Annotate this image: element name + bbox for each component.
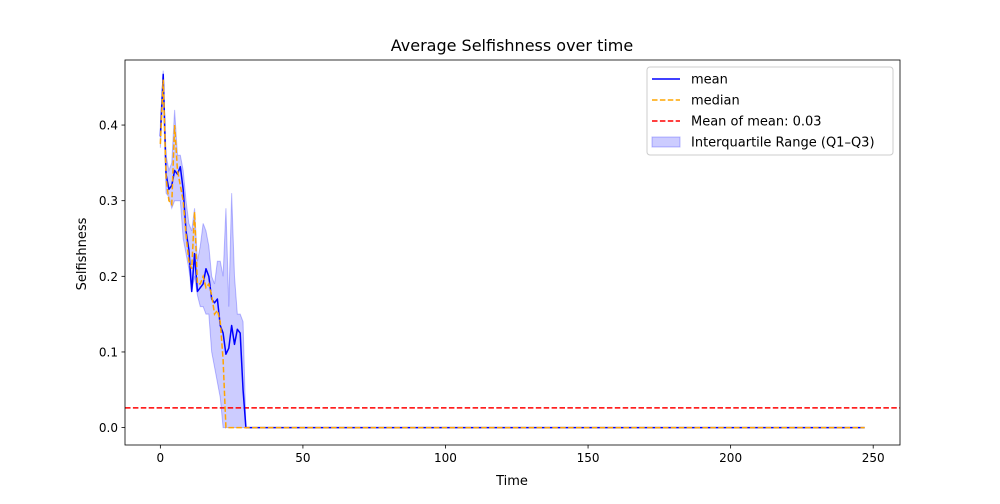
y-tick-label: 0.3 [99,194,118,208]
y-tick-label: 0.2 [99,270,118,284]
y-tick-label: 0.4 [99,119,118,133]
legend: mean median Mean of mean: 0.03 Interquartil… [646,66,894,156]
legend-box [646,66,894,156]
legend-label: Mean of mean: 0.03 [691,115,822,130]
plot-layer [125,70,900,429]
chart-title: Average Selfishness over time [391,36,633,55]
axes-layer: 0 50 100 150 200 250 0.0 0.1 0.2 0.3 0.4 [99,59,901,465]
x-tick-label: 50 [295,451,310,465]
x-tick-label: 250 [862,451,885,465]
plot-frame [124,59,901,446]
x-tick-label: 200 [719,451,742,465]
legend-swatch-iqr [651,136,681,148]
legend-label: median [691,94,740,109]
x-tick-label: 100 [434,451,457,465]
y-axis-label: Selfishness [75,217,90,290]
x-axis-label: Time [495,474,528,489]
plot-inner [125,70,900,429]
y-tick-label: 0.1 [99,345,118,359]
series-mean-line [159,73,865,429]
series-median-line [159,79,865,429]
x-tick-label: 150 [577,451,600,465]
y-tick-label: 0.0 [99,421,118,435]
x-tick-label: 0 [157,451,165,465]
legend-label: mean [691,73,728,88]
legend-label: Interquartile Range (Q1–Q3) [691,136,875,151]
